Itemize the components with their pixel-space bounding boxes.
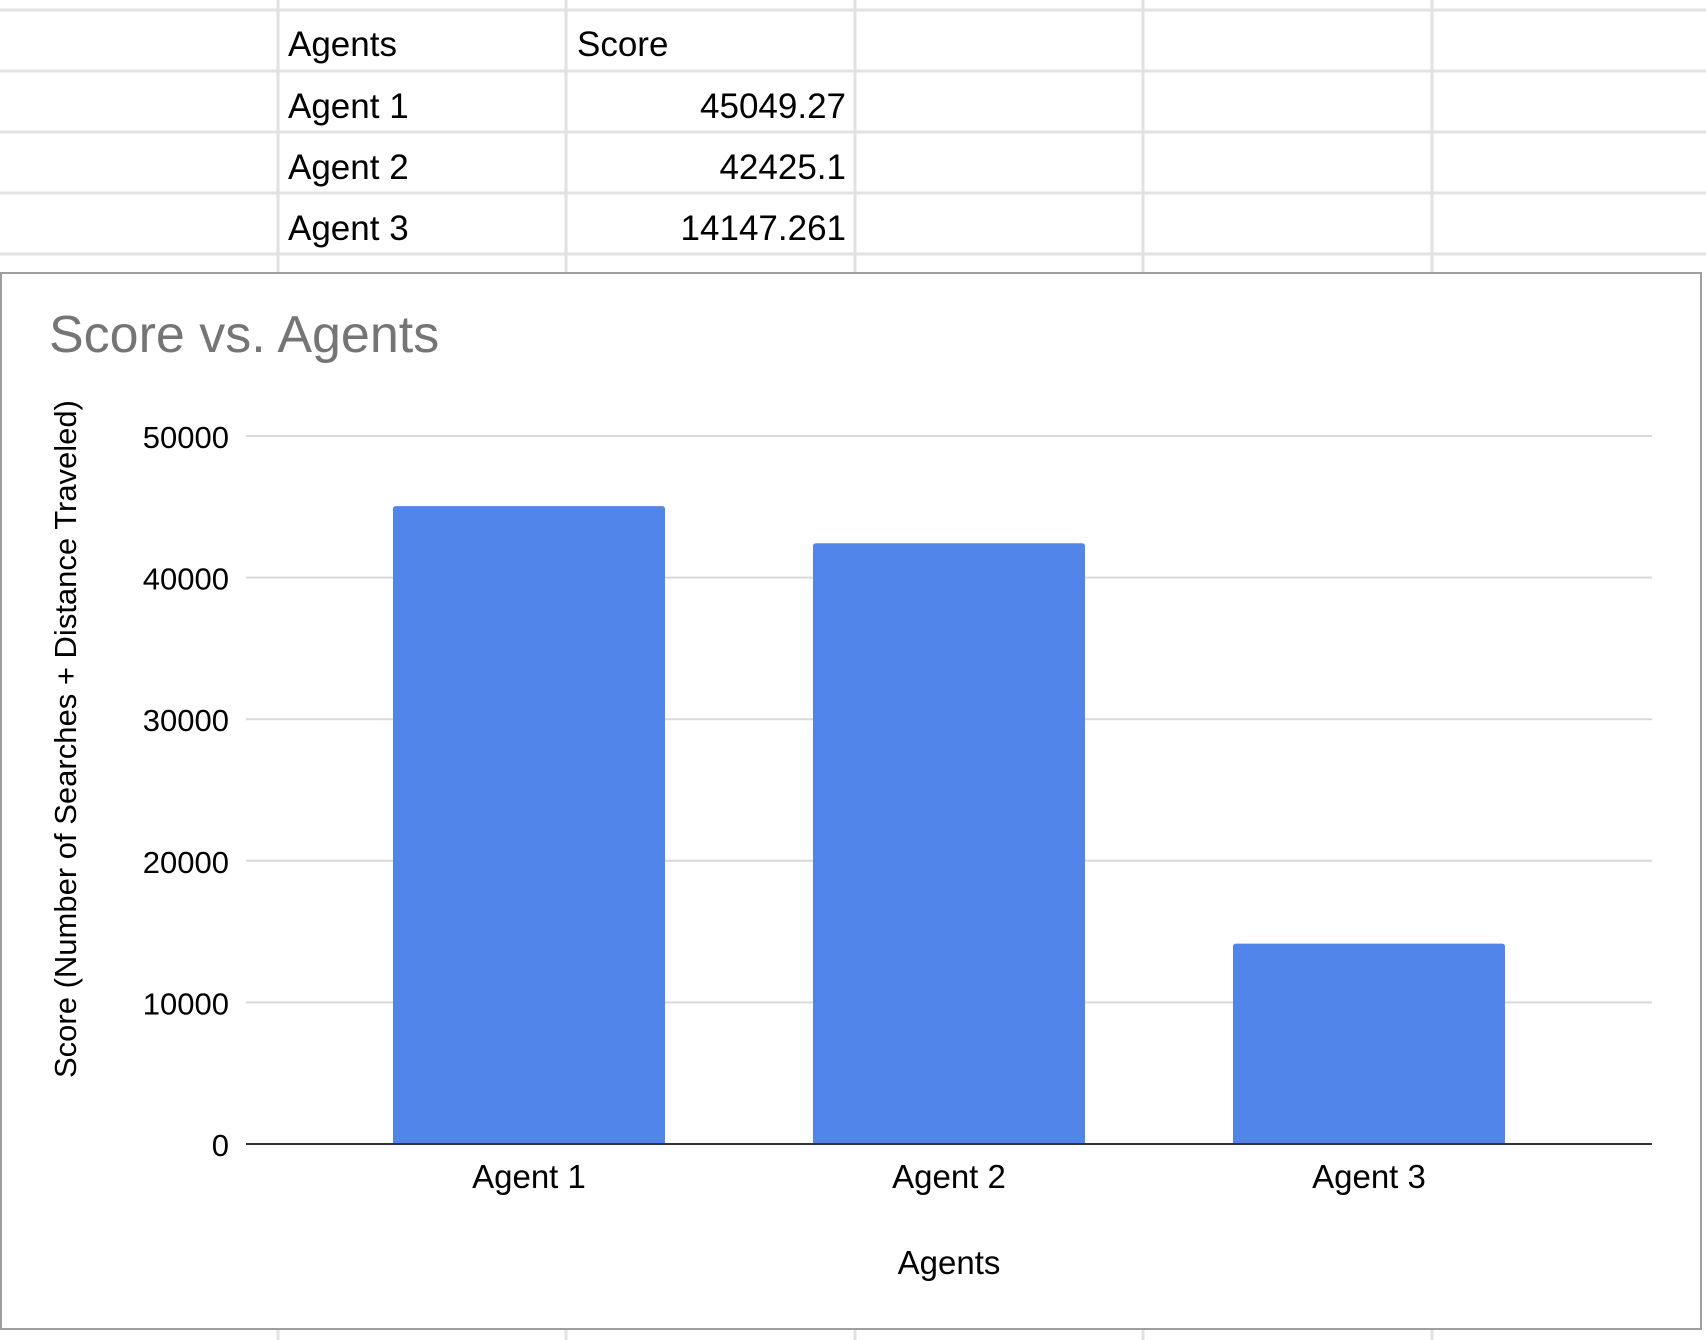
y-tick-label: 30000 <box>143 703 229 738</box>
y-tick-label: 0 <box>212 1128 229 1163</box>
y-tick-label: 20000 <box>143 845 229 880</box>
agent-cell[interactable]: Agent 1 <box>288 87 409 126</box>
header-cell[interactable]: Score <box>577 25 668 64</box>
header-cell[interactable]: Agents <box>288 25 397 64</box>
x-tick-labels: Agent 1 Agent 2 Agent 3 <box>472 1158 1426 1195</box>
score-cell[interactable]: 14147.261 <box>681 209 846 248</box>
chart[interactable]: Score vs. Agents 0 10000 20000 30000 40000 50… <box>0 272 1702 1330</box>
x-axis-title: Agents <box>898 1244 1001 1281</box>
x-tick-label: Agent 3 <box>1312 1158 1426 1195</box>
score-cell[interactable]: 42425.1 <box>719 148 846 187</box>
chart-title: Score vs. Agents <box>49 306 439 364</box>
agent-cell[interactable]: Agent 3 <box>288 209 409 248</box>
score-cell[interactable]: 45049.27 <box>700 87 846 126</box>
y-tick-label: 50000 <box>143 420 229 455</box>
cells: Agents Score Agent 1 45049.27 Agent 2 42425.1… <box>288 25 846 248</box>
y-tick-label: 10000 <box>143 986 229 1021</box>
x-tick-label: Agent 1 <box>472 1158 586 1195</box>
x-tick-label: Agent 2 <box>892 1158 1006 1195</box>
bars <box>393 506 1505 1144</box>
bar-chart: Score vs. Agents 0 10000 20000 30000 40000 50… <box>48 306 1652 1281</box>
bar-agent-2[interactable] <box>813 543 1085 1144</box>
y-axis-title: Score (Number of Searches + Distance Tra… <box>48 400 83 1078</box>
bar-agent-1[interactable] <box>393 506 665 1144</box>
y-tick-labels: 0 10000 20000 30000 40000 50000 <box>143 420 229 1163</box>
y-tick-label: 40000 <box>143 562 229 597</box>
bar-agent-3[interactable] <box>1233 943 1505 1144</box>
agent-cell[interactable]: Agent 2 <box>288 148 409 187</box>
